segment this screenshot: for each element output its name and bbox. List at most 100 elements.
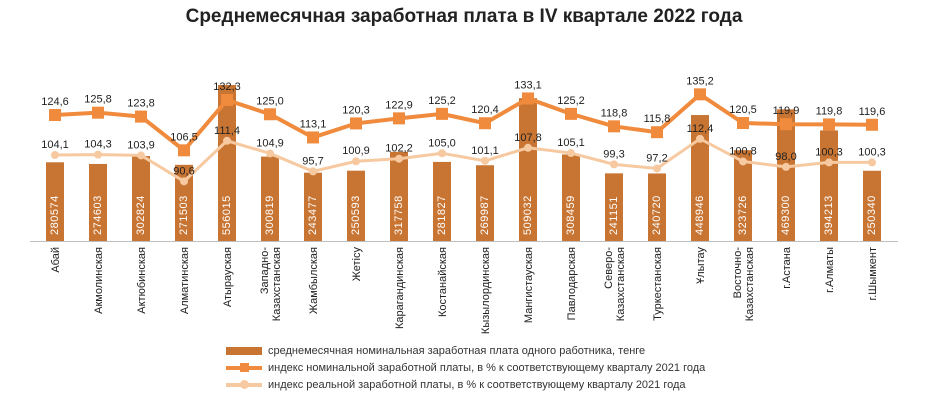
category-label-line: Мангистауская bbox=[523, 247, 535, 323]
bar-18 bbox=[820, 130, 838, 241]
category-label-17: г.Астана bbox=[781, 246, 793, 289]
bar-value-label-6: 243477 bbox=[307, 195, 319, 235]
nominal-index-point-15 bbox=[694, 88, 706, 101]
nominal-index-label-6: 113,1 bbox=[300, 118, 327, 130]
legend-label-real-index: индекс реальной заработной платы, в % к … bbox=[268, 378, 686, 391]
real-index-point-10 bbox=[481, 156, 489, 165]
bar-value-label-0: 280574 bbox=[49, 195, 61, 235]
real-index-label-14: 97,2 bbox=[646, 152, 667, 164]
bar-value-label-11: 509032 bbox=[522, 195, 534, 235]
nominal-index-point-10 bbox=[479, 117, 491, 130]
nominal-index-point-19 bbox=[866, 118, 878, 131]
nominal-index-label-5: 125,0 bbox=[256, 95, 284, 107]
bar-5 bbox=[261, 156, 279, 241]
bar-value-label-9: 281827 bbox=[436, 195, 448, 235]
real-index-label-4: 111,4 bbox=[214, 125, 240, 137]
nominal-index-label-14: 115,8 bbox=[644, 113, 671, 125]
legend-item-nominal-index: индекс номинальной заработной платы, в %… bbox=[226, 359, 705, 376]
bar-3 bbox=[175, 164, 193, 241]
real-index-label-16: 100,8 bbox=[729, 145, 757, 157]
real-index-label-9: 105,0 bbox=[428, 137, 456, 149]
real-index-label-13: 99,3 bbox=[603, 148, 624, 160]
real-index-point-11 bbox=[524, 143, 532, 152]
bar-value-label-18: 394213 bbox=[823, 195, 835, 235]
nominal-index-point-0 bbox=[49, 109, 61, 122]
chart-legend: среднемесячная номинальная заработная пл… bbox=[226, 342, 705, 393]
real-index-point-9 bbox=[438, 149, 446, 158]
real-index-label-2: 103,9 bbox=[127, 139, 155, 151]
category-label-19: г.Шымкент bbox=[867, 247, 879, 300]
bar-value-label-4: 556015 bbox=[221, 195, 233, 235]
category-label-line: Туркестанская bbox=[652, 247, 664, 321]
nominal-index-point-5 bbox=[264, 108, 276, 121]
category-label-line: Казахстанская bbox=[744, 247, 756, 321]
bar-4 bbox=[218, 85, 236, 241]
nominal-index-label-16: 120,5 bbox=[729, 104, 757, 116]
real-index-point-12 bbox=[567, 149, 575, 158]
bar-7 bbox=[347, 170, 365, 241]
category-label-6: Жамбылская bbox=[308, 247, 320, 314]
nominal-index-point-18 bbox=[823, 118, 835, 131]
bar-11 bbox=[519, 98, 537, 242]
category-label-11: Мангистауская bbox=[523, 247, 535, 323]
real-index-point-6 bbox=[309, 167, 317, 176]
category-label-14: Туркестанская bbox=[652, 247, 664, 321]
real-index-point-17 bbox=[782, 162, 790, 171]
bar-1 bbox=[89, 163, 107, 241]
bar-value-label-17: 469300 bbox=[780, 195, 792, 235]
bar-6 bbox=[304, 172, 322, 241]
category-label-line: Павлодарская bbox=[566, 247, 578, 320]
bar-13 bbox=[605, 173, 623, 241]
legend-item-wage: среднемесячная номинальная заработная пл… bbox=[226, 342, 705, 359]
bar-value-label-1: 274603 bbox=[92, 195, 104, 235]
bar-value-label-2: 302824 bbox=[135, 195, 147, 235]
real-index-label-17: 98,0 bbox=[775, 151, 796, 163]
bar-value-label-10: 269987 bbox=[479, 195, 491, 235]
bar-12 bbox=[562, 154, 580, 241]
bar-value-label-3: 271503 bbox=[178, 195, 190, 235]
nominal-index-point-8 bbox=[393, 112, 405, 125]
nominal-index-point-13 bbox=[608, 120, 620, 133]
nominal-index-point-7 bbox=[350, 117, 362, 130]
nominal-index-label-4: 132,3 bbox=[213, 81, 241, 93]
bar-value-label-7: 250593 bbox=[350, 195, 362, 235]
category-label-5: Западно- Казахстанская bbox=[259, 247, 283, 322]
nominal-index-label-1: 125,8 bbox=[84, 94, 112, 106]
bar-value-label-12: 308459 bbox=[565, 195, 577, 235]
legend-swatch-circle-line-icon bbox=[226, 379, 264, 391]
nominal-index-line bbox=[54, 91, 873, 154]
legend-swatch-bar-icon bbox=[226, 345, 264, 357]
real-index-label-7: 100,9 bbox=[342, 145, 370, 157]
nominal-index-label-7: 120,3 bbox=[342, 104, 370, 116]
bar-16 bbox=[734, 150, 752, 241]
category-label-3: Алматинская bbox=[179, 247, 191, 314]
category-label-line: г.Астана bbox=[781, 246, 793, 289]
real-index-label-6: 95,7 bbox=[302, 155, 323, 167]
category-label-2: Актюбинская bbox=[136, 247, 148, 314]
category-label-10: Кызылординская bbox=[480, 247, 492, 334]
real-index-label-10: 101,1 bbox=[471, 145, 499, 157]
bar-17 bbox=[777, 109, 795, 241]
category-label-line: Казахстанская bbox=[271, 247, 283, 321]
category-label-line: Алматинская bbox=[179, 247, 191, 314]
real-index-point-4 bbox=[223, 136, 231, 145]
category-label-line: Атырауская bbox=[222, 247, 234, 307]
bar-10 bbox=[476, 165, 494, 241]
category-label-line: Костанайская bbox=[437, 247, 449, 317]
nominal-index-point-14 bbox=[651, 126, 663, 139]
category-label-line: Западно- bbox=[259, 247, 271, 294]
real-index-label-0: 104,1 bbox=[41, 139, 69, 151]
real-index-point-16 bbox=[739, 157, 747, 166]
category-label-line: Ұлытау bbox=[695, 247, 707, 284]
bar-2 bbox=[132, 156, 150, 241]
category-label-8: Карагандинская bbox=[394, 247, 406, 329]
bar-19 bbox=[863, 170, 881, 241]
nominal-index-point-3 bbox=[178, 144, 190, 157]
real-index-label-15: 112,4 bbox=[687, 123, 714, 135]
bar-value-label-15: 448946 bbox=[694, 195, 706, 235]
nominal-index-label-10: 120,4 bbox=[471, 104, 499, 116]
nominal-index-point-11 bbox=[522, 92, 534, 105]
bar-0 bbox=[46, 162, 64, 241]
